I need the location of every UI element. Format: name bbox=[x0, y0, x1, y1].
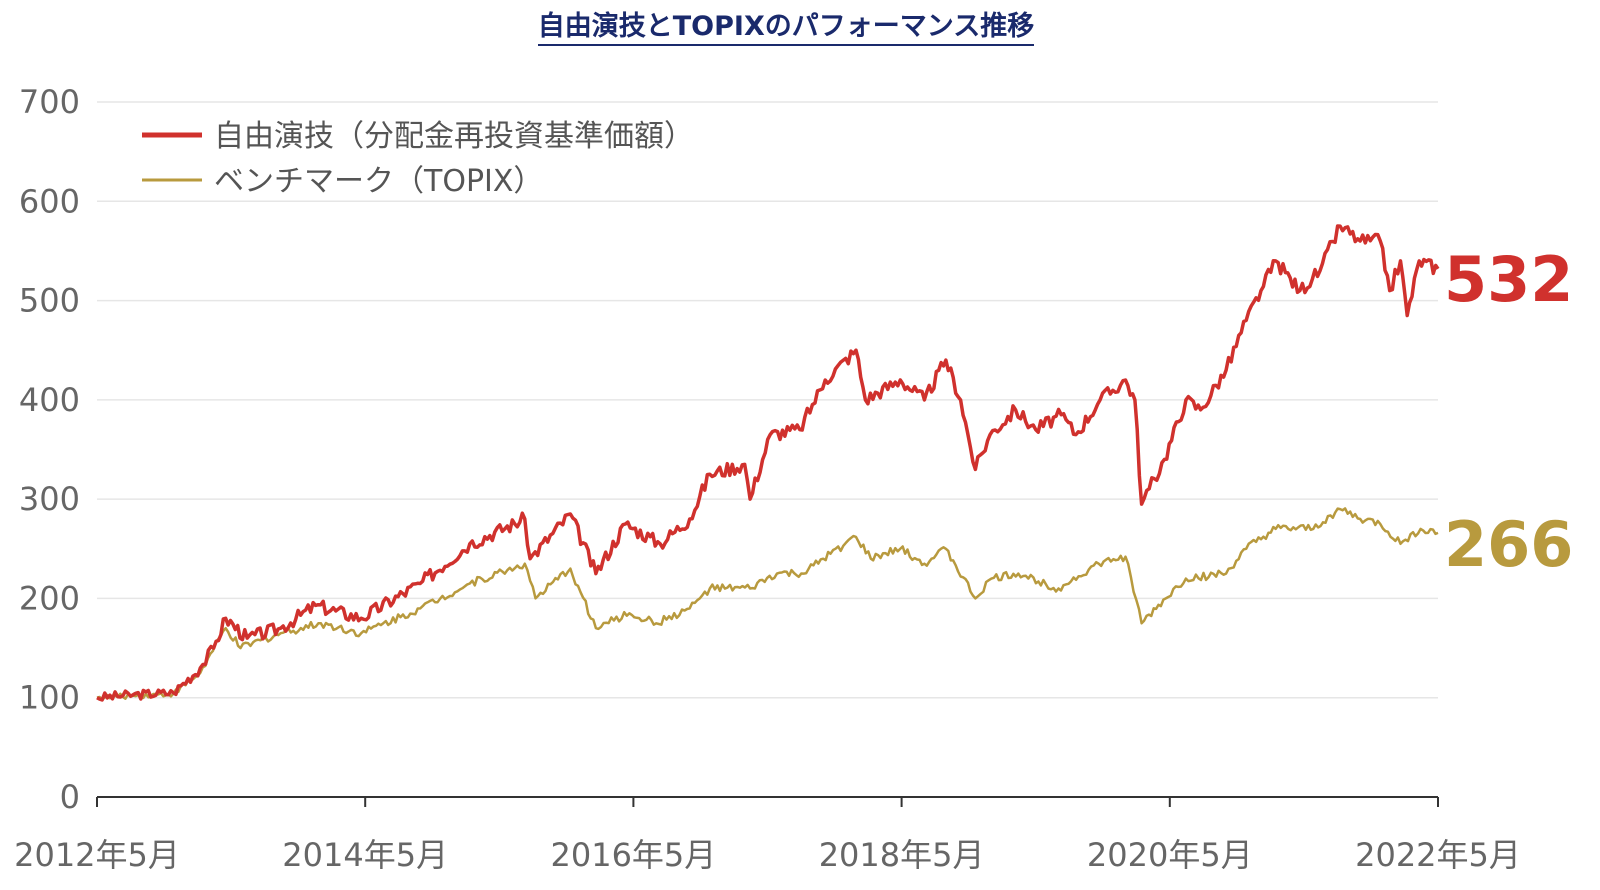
y-tick-label: 500 bbox=[19, 282, 80, 320]
end-label-fund: 532 bbox=[1444, 243, 1573, 316]
y-axis-ticks: 0 100 200 300 400 500 600 700 bbox=[19, 83, 80, 816]
y-tick-label: 0 bbox=[60, 778, 80, 816]
x-tick-label: 2014年5月 bbox=[282, 836, 448, 874]
gridlines bbox=[97, 101, 1438, 699]
y-tick-label: 100 bbox=[19, 679, 80, 717]
x-tick-label: 2016年5月 bbox=[550, 836, 716, 874]
legend-label-fund: 自由演技（分配金再投資基準価額） bbox=[214, 119, 694, 154]
x-axis: 2012年5月 2014年5月 2016年5月 2018年5月 2020年5月 2022年… bbox=[14, 796, 1521, 874]
x-tick-label: 2018年5月 bbox=[819, 836, 985, 874]
x-tick-label: 2022年5月 bbox=[1355, 836, 1521, 874]
end-label-topix: 266 bbox=[1444, 508, 1573, 581]
x-tick-label: 2020年5月 bbox=[1087, 836, 1253, 874]
y-tick-label: 200 bbox=[19, 579, 80, 617]
series-line-fund bbox=[96, 224, 1440, 702]
legend-label-topix: ベンチマーク（TOPIX） bbox=[214, 164, 543, 199]
y-tick-label: 300 bbox=[19, 480, 80, 518]
y-tick-label: 400 bbox=[19, 381, 80, 419]
series-line-topix bbox=[96, 507, 1439, 701]
y-tick-label: 600 bbox=[19, 182, 80, 220]
chart-title: 自由演技とTOPIXのパフォーマンス推移 bbox=[0, 4, 1572, 46]
series-lines bbox=[96, 224, 1440, 702]
x-tick-label: 2012年5月 bbox=[14, 836, 180, 874]
y-tick-label: 700 bbox=[19, 83, 80, 121]
legend: 自由演技（分配金再投資基準価額） ベンチマーク（TOPIX） bbox=[142, 119, 694, 199]
